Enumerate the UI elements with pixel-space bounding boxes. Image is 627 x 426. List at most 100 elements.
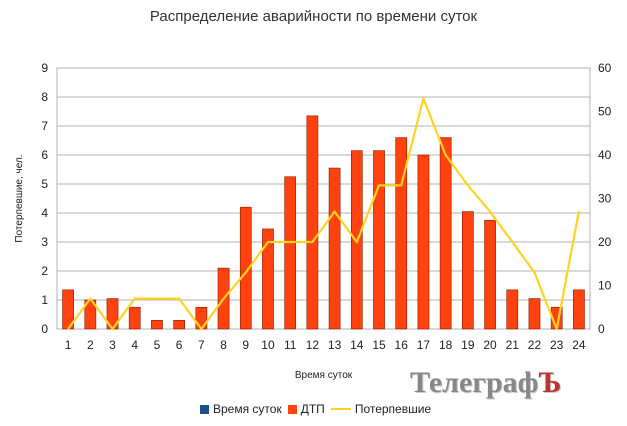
y-left-tick-label: 9 xyxy=(41,61,48,75)
y-left-tick-label: 4 xyxy=(41,206,48,220)
legend-item-victims: Потерпевшие xyxy=(330,402,432,416)
point-victims xyxy=(244,271,247,274)
point-victims xyxy=(400,184,403,187)
x-tick-label: 4 xyxy=(131,338,138,352)
point-victims xyxy=(467,184,469,187)
bar-dtp xyxy=(262,228,274,330)
x-tick-label: 5 xyxy=(154,338,161,352)
bar-dtp xyxy=(439,137,452,330)
bar-dtp xyxy=(373,150,385,330)
legend-label-time: Время суток xyxy=(213,402,282,416)
bar-dtp xyxy=(462,211,474,330)
x-tick-label: 20 xyxy=(483,338,497,352)
x-axis-title: Время суток xyxy=(295,370,353,381)
point-victims xyxy=(267,241,269,243)
bar-dtp xyxy=(128,306,141,330)
point-victims xyxy=(533,271,536,274)
y-left-axis-title: Потерпевшие, чел. xyxy=(14,154,25,242)
legend-item-dtp: ДТП xyxy=(287,402,325,416)
x-tick-label: 12 xyxy=(306,338,320,352)
bar-dtp xyxy=(417,154,430,330)
point-victims xyxy=(422,97,425,100)
y-left-tick-label: 8 xyxy=(41,90,48,104)
x-tick-label: 18 xyxy=(439,338,453,352)
point-victims xyxy=(111,328,114,330)
x-tick-label: 16 xyxy=(395,338,409,352)
point-victims xyxy=(178,297,180,300)
y-right-tick-label: 10 xyxy=(598,279,612,293)
x-tick-label: 9 xyxy=(242,338,249,352)
x-tick-label: 2 xyxy=(87,338,94,352)
bar-dtp xyxy=(395,137,408,330)
point-victims xyxy=(356,241,358,243)
bar-dtp xyxy=(173,319,185,330)
bar-dtp xyxy=(484,219,496,330)
point-victims xyxy=(444,154,447,156)
y-left-tick-label: 6 xyxy=(41,148,48,162)
bar-dtp xyxy=(573,289,585,330)
watermark-text: Телеграф xyxy=(410,366,539,399)
x-tick-label: 23 xyxy=(550,338,564,352)
line-victims xyxy=(67,97,580,331)
x-tick-label: 6 xyxy=(176,338,183,352)
bar-dtp xyxy=(195,306,208,330)
legend-item-time: Время суток xyxy=(200,402,282,416)
y-left-tick-label: 2 xyxy=(41,264,48,278)
bar-dtp xyxy=(306,115,319,330)
watermark-accent: Ъ xyxy=(538,366,562,399)
x-tick-label: 15 xyxy=(372,338,386,352)
point-victims xyxy=(378,184,380,187)
x-tick-label: 24 xyxy=(572,338,586,352)
telegraf-watermark-logo: ТелеграфЪ xyxy=(410,366,561,400)
point-victims xyxy=(133,297,136,300)
point-victims xyxy=(333,210,336,213)
point-victims xyxy=(489,210,491,213)
y-left-tick-label: 7 xyxy=(41,119,48,133)
point-victims xyxy=(511,241,514,243)
x-tick-label: 14 xyxy=(350,338,364,352)
chart-title: Распределение аварийности по времени сут… xyxy=(149,8,478,25)
point-victims xyxy=(222,297,225,300)
legend-label-dtp: ДТП xyxy=(300,402,325,416)
point-victims xyxy=(67,328,69,330)
bar-dtp xyxy=(239,206,252,330)
point-victims xyxy=(200,328,203,330)
bar-dtp xyxy=(506,289,519,330)
x-tick-label: 7 xyxy=(198,338,205,352)
y-right-tick-label: 0 xyxy=(598,322,605,336)
point-victims xyxy=(289,241,291,243)
y-right-tick-label: 60 xyxy=(598,61,612,75)
x-tick-label: 8 xyxy=(220,338,227,352)
bar-dtp xyxy=(151,319,163,330)
x-tick-label: 17 xyxy=(417,338,431,352)
x-tick-label: 22 xyxy=(528,338,542,352)
legend: Время суток ДТП Потерпевшие xyxy=(200,402,431,416)
x-tick-label: 13 xyxy=(328,338,342,352)
y-left-tick-label: 0 xyxy=(41,322,48,336)
plot-frame xyxy=(56,67,591,330)
point-victims xyxy=(555,328,558,330)
y-right-tick-label: 20 xyxy=(598,235,612,249)
bar-dtp xyxy=(284,176,297,330)
y-right-tick-label: 50 xyxy=(598,105,612,119)
x-tick-label: 21 xyxy=(506,338,520,352)
point-victims xyxy=(89,297,92,300)
legend-swatch-time xyxy=(200,404,209,414)
x-tick-label: 19 xyxy=(461,338,475,352)
legend-swatch-dtp xyxy=(287,404,297,414)
legend-label-victims: Потерпевшие xyxy=(354,402,432,416)
y-right-tick-label: 30 xyxy=(598,192,612,206)
point-victims xyxy=(578,210,580,213)
y-right-tick-label: 40 xyxy=(598,148,612,162)
y-left-tick-label: 3 xyxy=(41,235,48,249)
bar-dtp xyxy=(328,167,341,330)
x-tick-label: 3 xyxy=(109,338,116,352)
y-left-tick-label: 1 xyxy=(41,293,48,307)
legend-swatch-victims xyxy=(330,408,351,410)
bar-dtp xyxy=(528,298,541,330)
x-tick-label: 11 xyxy=(284,338,297,352)
point-victims xyxy=(156,297,158,300)
point-victims xyxy=(311,241,314,243)
x-tick-label: 10 xyxy=(261,338,275,352)
